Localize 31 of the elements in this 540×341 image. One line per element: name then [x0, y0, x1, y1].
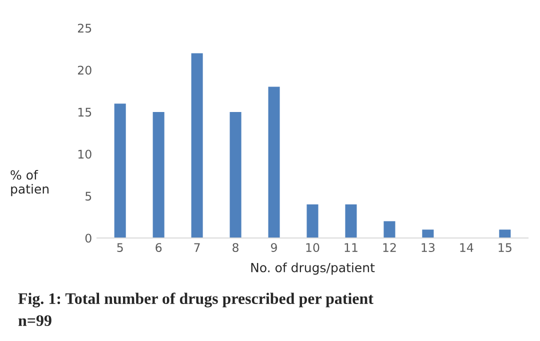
x-tick-label: 5 — [117, 243, 123, 252]
x-tick-label: 9 — [271, 243, 277, 252]
x-tick-label: 13 — [422, 243, 435, 252]
y-tick-label: 10 — [78, 150, 92, 159]
bar — [345, 204, 357, 238]
bar — [499, 230, 511, 238]
y-tick-label: 0 — [85, 234, 92, 243]
x-tick-label: 12 — [383, 243, 396, 252]
text: n=99 — [18, 315, 52, 326]
bar — [114, 104, 126, 238]
bar — [422, 230, 434, 238]
x-tick-label: 7 — [194, 243, 200, 252]
bar — [268, 86, 280, 238]
x-tick-label: 6 — [156, 243, 162, 252]
x-axis-title: No. of drugs/patient — [251, 262, 375, 275]
x-tick-label: 10 — [306, 243, 320, 252]
x-tick-label: 11 — [344, 243, 358, 252]
y-tick-label: 15 — [78, 108, 92, 117]
x-tick-label: 15 — [498, 243, 512, 252]
bar — [384, 221, 396, 238]
text: Fig. 1: Total number of drugs prescribed per patient — [18, 292, 374, 308]
bar — [306, 204, 318, 238]
y-tick-label: 20 — [78, 66, 92, 75]
x-tick-label: 14 — [460, 243, 474, 252]
bar — [152, 112, 164, 238]
bar — [191, 53, 203, 238]
y-tick-label: 5 — [86, 192, 92, 201]
y-axis-title: % of patien — [10, 170, 49, 196]
y-tick-label: 25 — [78, 24, 92, 33]
x-tick-label: 8 — [232, 243, 238, 252]
bar — [230, 112, 242, 238]
